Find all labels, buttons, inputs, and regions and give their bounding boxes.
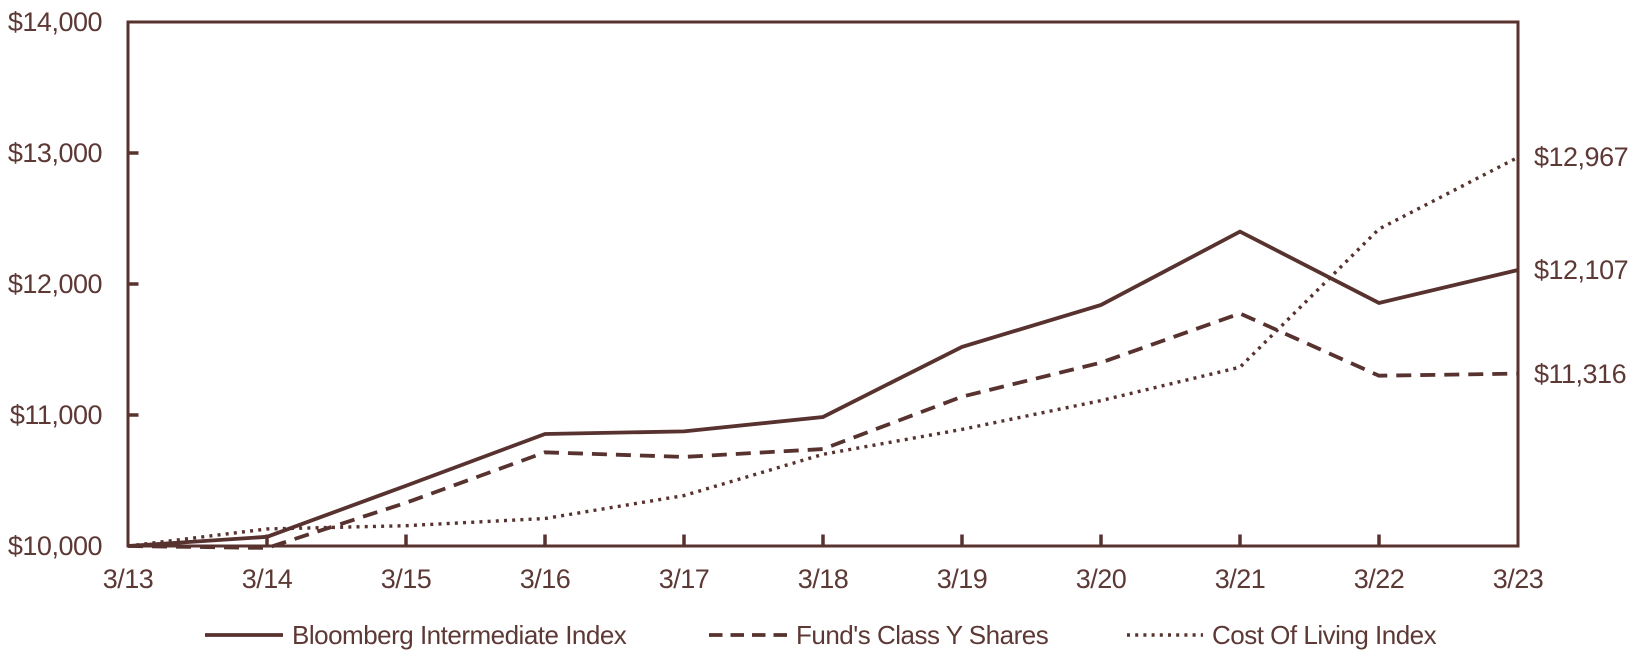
plot-border — [126, 20, 1520, 548]
x-axis-label-3-22: 3/22 — [1353, 564, 1405, 594]
end-value-bloomberg-intermediate-index: $12,107 — [1534, 254, 1629, 285]
end-value-cost-of-living-index: $12,967 — [1534, 142, 1629, 173]
y-axis-label-14000: $14,000 — [7, 7, 103, 37]
y-axis-label-13000: $13,000 — [7, 138, 103, 168]
legend-label: Fund's Class Y Shares — [796, 620, 1049, 650]
legend-item-funds-class-y-shares: Fund's Class Y Shares — [709, 620, 1049, 650]
x-axis-label-3-15: 3/15 — [380, 564, 432, 594]
legend-label: Bloomberg Intermediate Index — [292, 620, 627, 650]
x-axis-label-3-13: 3/13 — [102, 564, 154, 594]
axis-ticks — [129, 151, 1381, 545]
x-axis-label-3-16: 3/16 — [519, 564, 571, 594]
legend-item-cost-of-living-index: Cost Of Living Index — [1127, 620, 1437, 650]
solid-line-swatch-icon — [205, 633, 283, 637]
x-axis-label-3-17: 3/17 — [658, 564, 710, 594]
y-axis-label-12000: $12,000 — [7, 269, 103, 299]
x-axis-label-3-18: 3/18 — [797, 564, 849, 594]
series-line-cost-of-living-index — [127, 155, 1519, 548]
legend-label: Cost Of Living Index — [1212, 620, 1437, 650]
legend-item-bloomberg-intermediate-index: Bloomberg Intermediate Index — [205, 620, 627, 650]
dashed-line-swatch-icon — [709, 633, 787, 637]
y-axis-label-11000: $11,000 — [9, 400, 103, 430]
series-line-bloomberg-intermediate-index — [127, 229, 1519, 548]
x-axis-label-3-14: 3/14 — [241, 564, 293, 594]
dotted-line-swatch-icon — [1127, 633, 1203, 637]
x-axis-label-3-23: 3/23 — [1492, 564, 1544, 594]
y-axis-label-10000: $10,000 — [7, 531, 103, 561]
x-axis-label-3-20: 3/20 — [1075, 564, 1127, 594]
x-axis-label-3-19: 3/19 — [936, 564, 988, 594]
series-line-funds-class-y-shares — [127, 311, 1519, 550]
end-value-funds-class-y-shares: $11,316 — [1534, 358, 1627, 389]
x-axis-label-3-21: 3/21 — [1214, 564, 1266, 594]
